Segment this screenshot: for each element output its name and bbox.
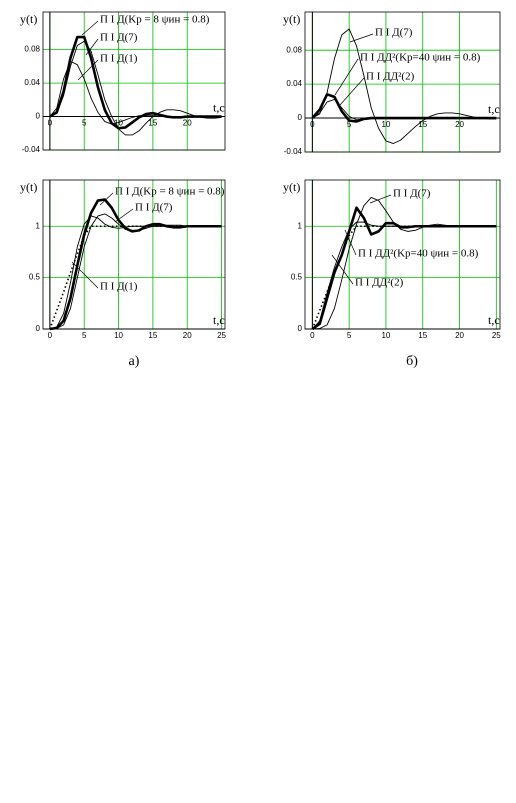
x-tick-label: 15	[418, 120, 427, 129]
series-label: П І Д(Kp = 8 ψин = 0.8)	[115, 186, 225, 198]
y-axis-label: y(t)	[20, 12, 37, 26]
caption: б)	[406, 354, 418, 369]
series-label: П І Д(1)	[100, 281, 138, 293]
x-tick-label: 20	[183, 119, 192, 128]
y-tick-label: 0.04	[24, 78, 40, 87]
label-leader	[114, 208, 134, 223]
label-leader	[339, 77, 365, 106]
series-label: П І ДД²(2)	[355, 277, 404, 289]
x-tick-label: 10	[381, 120, 390, 129]
caption: а)	[129, 354, 140, 369]
x-tick-label: 25	[492, 331, 501, 340]
series-label: П І Д(7)	[393, 188, 431, 200]
y-tick-label: 1	[298, 221, 303, 230]
series-label: П І Д(7)	[135, 202, 173, 214]
label-leader	[369, 194, 392, 204]
x-tick-label: 10	[114, 119, 123, 128]
x-tick-label: 5	[347, 120, 352, 129]
y-axis-label: y(t)	[20, 180, 37, 194]
y-tick-label: 0.08	[24, 45, 40, 54]
label-leader	[334, 58, 359, 96]
series-label: П І Д(1)	[100, 53, 138, 65]
y-tick-label: -0.04	[22, 145, 41, 154]
plot: 0 5 10 15 20 25 0 0.5 1 t,c y(t) а) П І Д(Kp = 8 ψин…	[20, 179, 227, 369]
x-tick-label: 20	[455, 331, 464, 340]
x-tick-label: 15	[148, 331, 157, 340]
series-line	[312, 221, 497, 330]
series-line	[49, 60, 222, 125]
x-tick-label: 20	[183, 331, 192, 340]
y-tick-label: 0	[298, 113, 303, 122]
label-leader	[99, 192, 114, 206]
y-axis-label: y(t)	[283, 12, 300, 26]
label-leader	[77, 59, 99, 81]
x-tick-label: 0	[48, 331, 53, 340]
plot-frame	[42, 179, 226, 330]
y-tick-label: 0.04	[286, 79, 302, 88]
y-tick-label: 0.08	[286, 45, 302, 54]
y-tick-label: 0.5	[291, 273, 303, 282]
x-tick-label: 25	[217, 331, 226, 340]
series-line	[312, 98, 497, 121]
x-tick-label: 20	[455, 120, 464, 129]
x-axis-label: t,c	[488, 102, 500, 116]
y-tick-label: 0	[36, 112, 41, 121]
x-tick-label: 5	[347, 331, 352, 340]
y-tick-label: 0	[298, 324, 303, 333]
plot: 0 5 10 15 20 25 0 0.5 1 t,c y(t) б) П І Д(7) П І ДД²(…	[283, 179, 501, 369]
series-line	[49, 198, 222, 331]
series-label: П І Д(Kp = 8 ψин = 0.8)	[100, 14, 210, 26]
x-tick-label: 15	[148, 119, 157, 128]
series-label: П І Д(7)	[100, 32, 138, 44]
x-tick-label: 5	[82, 119, 87, 128]
series-label: П І Д(7)	[375, 27, 413, 39]
y-axis-label: y(t)	[283, 180, 300, 194]
series-line	[312, 28, 497, 144]
plot-frame	[304, 11, 501, 153]
x-tick-label: 15	[418, 331, 427, 340]
x-tick-label: 10	[114, 331, 123, 340]
plot-frame	[42, 11, 226, 151]
x-axis-label: t,c	[488, 313, 500, 327]
series-label: П І ДД²(Kp=40 ψин = 0.8)	[358, 248, 479, 260]
y-tick-label: 0.5	[29, 273, 41, 282]
label-leader	[331, 254, 354, 285]
x-axis-label: t,c	[213, 313, 225, 327]
series-line	[49, 215, 222, 330]
x-tick-label: 5	[82, 331, 87, 340]
label-leader	[349, 33, 374, 43]
x-axis-label: t,c	[213, 100, 225, 114]
series-label: П І ДД²(Kp=40 ψин = 0.8)	[360, 52, 481, 64]
label-leader	[71, 261, 99, 289]
series-line	[49, 40, 222, 136]
y-tick-label: 0	[36, 324, 41, 333]
series-line	[311, 93, 497, 123]
y-tick-label: -0.04	[284, 147, 303, 156]
x-tick-label: 10	[381, 331, 390, 340]
label-leader	[81, 20, 99, 36]
y-tick-label: 1	[36, 221, 41, 230]
label-leader	[85, 38, 99, 56]
series-line	[312, 197, 497, 330]
series-label: П І ДД²(2)	[366, 71, 415, 83]
x-tick-label: 0	[310, 331, 315, 340]
